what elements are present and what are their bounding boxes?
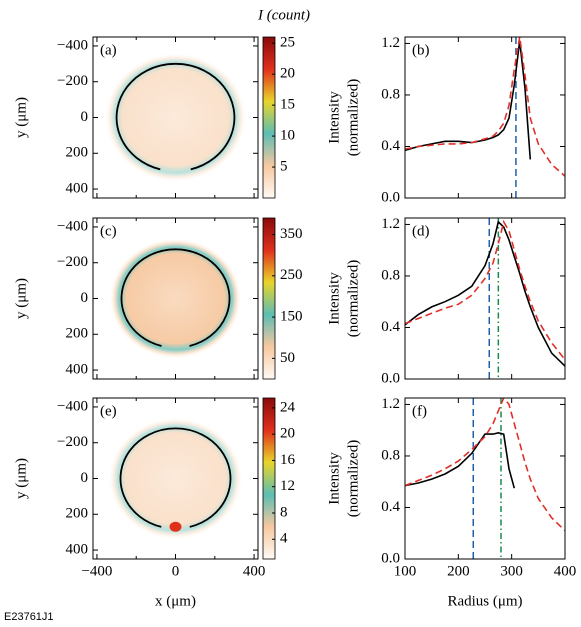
y-axis-label: (normalized) [345,260,361,337]
colorbar-tick-label: 15 [280,97,295,113]
x-tick-label: 400 [243,563,266,579]
hot-spot [169,521,182,532]
colorbar-tick-label: 8 [280,504,288,520]
panel-label: (c) [100,223,117,239]
plot-frame [404,36,566,199]
colorbar-tick-label: 4 [280,531,288,547]
y-tick-label: 0.8 [381,267,400,283]
y-tick-label: 0.4 [381,138,400,154]
x-axis-label: Radius (μm) [447,593,522,609]
x-tick-label: 0 [172,563,180,579]
panel-label: (d) [412,223,430,239]
ring [119,427,232,528]
panel-label: (b) [412,42,430,58]
y-tick-label: 400 [66,180,89,196]
panel-label: (e) [100,403,117,419]
profile-line [405,219,565,361]
colorbar-tick-label: 250 [280,267,303,283]
image-glow [108,417,243,540]
y-tick-label: 0 [81,470,89,486]
colorbar-tick-label: 20 [280,426,295,442]
x-tick-label: 300 [500,563,523,579]
profile-line [405,220,565,367]
x-axis-label: x (μm) [155,593,196,609]
ring [120,248,231,347]
x-tick-label: 100 [394,563,417,579]
y-axis-label: Intensity [326,452,342,505]
y-axis-label: Intensity [326,91,342,144]
plot-frame [404,217,566,380]
y-tick-label: 400 [66,541,89,557]
y-tick-label: 0.4 [381,499,400,515]
colorbar-tick-label: 150 [280,309,303,325]
panel-label: (f) [412,403,427,419]
y-tick-label: 0.0 [381,189,400,205]
y-axis-label: y (μm) [13,97,29,138]
y-tick-label: 1.2 [381,216,400,232]
y-tick-label: −200 [57,73,88,89]
colorbar-tick-label: 20 [280,66,295,82]
profile-line [405,431,516,489]
plot-frame [404,397,566,560]
x-tick-label: 200 [447,563,470,579]
y-tick-label: −400 [57,37,88,53]
y-tick-label: 200 [66,145,89,161]
y-tick-label: 0.8 [381,86,400,102]
y-tick-label: 1.2 [381,35,400,51]
y-tick-label: 1.2 [381,396,400,412]
y-axis-label: (normalized) [345,79,361,156]
image-glow [104,53,247,182]
y-tick-label: 0.4 [381,319,400,335]
colorbar-tick-label: 12 [280,478,295,494]
footer: E23761J1 [4,611,54,623]
y-tick-label: −400 [57,398,88,414]
colorbar [262,397,276,560]
y-tick-label: 200 [66,506,89,522]
y-tick-label: 0.0 [381,550,400,566]
profile-line [405,40,532,160]
y-tick-label: −200 [57,254,88,270]
ring [115,62,236,171]
colorbar-tick-label: 5 [280,158,288,174]
profile-line [405,37,565,177]
y-tick-label: 0.8 [381,447,400,463]
y-axis-label: y (μm) [13,458,29,499]
y-axis-label: y (μm) [13,278,29,319]
y-tick-label: 0 [81,109,89,125]
panel-label: (a) [100,42,117,58]
y-tick-label: 400 [66,361,89,377]
y-axis-label: Intensity [326,272,342,325]
y-tick-label: 200 [66,326,89,342]
y-tick-label: −200 [57,434,88,450]
colorbar-tick-label: 25 [280,35,295,51]
profile-line [405,398,565,532]
colorbar-tick-label: 350 [280,226,303,242]
colorbar-tick-label: 50 [280,350,295,366]
y-axis-label: (normalized) [345,440,361,517]
colorbar [262,36,276,199]
y-tick-label: −400 [57,218,88,234]
colorbar-tick-label: 16 [280,452,296,468]
colorbar [262,217,276,380]
x-tick-label: 400 [554,563,577,579]
y-tick-label: 0 [81,290,89,306]
colorbar-title: I (count) [257,7,310,23]
y-tick-label: 0.0 [381,370,400,386]
colorbar-tick-label: 10 [280,128,295,144]
image-glow [109,238,242,359]
x-tick-label: −400 [81,563,112,579]
colorbar-tick-label: 24 [280,399,296,415]
